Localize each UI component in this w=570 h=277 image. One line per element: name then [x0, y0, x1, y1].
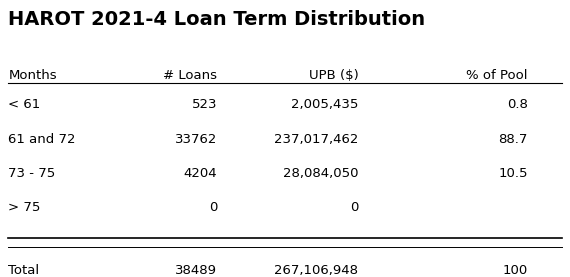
- Text: 0: 0: [209, 201, 217, 214]
- Text: 267,106,948: 267,106,948: [274, 264, 359, 277]
- Text: 237,017,462: 237,017,462: [274, 133, 359, 146]
- Text: > 75: > 75: [9, 201, 41, 214]
- Text: 73 - 75: 73 - 75: [9, 167, 56, 180]
- Text: 33762: 33762: [175, 133, 217, 146]
- Text: 88.7: 88.7: [498, 133, 528, 146]
- Text: 4204: 4204: [184, 167, 217, 180]
- Text: 28,084,050: 28,084,050: [283, 167, 359, 180]
- Text: 61 and 72: 61 and 72: [9, 133, 76, 146]
- Text: Total: Total: [9, 264, 39, 277]
- Text: 0.8: 0.8: [507, 98, 528, 111]
- Text: % of Pool: % of Pool: [466, 69, 528, 82]
- Text: 2,005,435: 2,005,435: [291, 98, 359, 111]
- Text: < 61: < 61: [9, 98, 40, 111]
- Text: 38489: 38489: [175, 264, 217, 277]
- Text: 10.5: 10.5: [498, 167, 528, 180]
- Text: 100: 100: [503, 264, 528, 277]
- Text: 0: 0: [350, 201, 359, 214]
- Text: UPB ($): UPB ($): [308, 69, 359, 82]
- Text: Months: Months: [9, 69, 57, 82]
- Text: HAROT 2021-4 Loan Term Distribution: HAROT 2021-4 Loan Term Distribution: [9, 10, 426, 29]
- Text: # Loans: # Loans: [163, 69, 217, 82]
- Text: 523: 523: [192, 98, 217, 111]
